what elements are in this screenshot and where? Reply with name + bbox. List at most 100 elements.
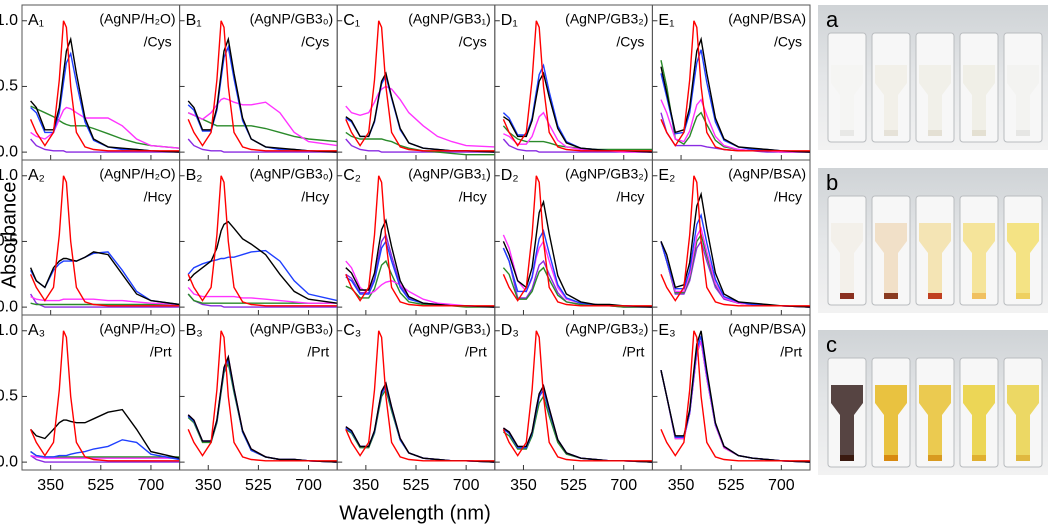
spectrum-line (29, 175, 180, 307)
cuvette-bottom (1016, 293, 1030, 299)
x-tick-label: 525 (560, 477, 587, 494)
y-tick-label: 1.0 (0, 167, 18, 184)
photo: c (818, 330, 1048, 475)
panel-sample: (AgNP/GB3₀) (250, 321, 334, 337)
panel-label: D₃ (501, 322, 519, 339)
spectrum-line (502, 247, 653, 308)
cuvette-liquid (919, 65, 951, 136)
panel: 350 525 700 D₃ (AgNP/GB3₂) /Prt (494, 314, 653, 494)
panel-frame (179, 159, 338, 316)
panel-analyte: /Prt (150, 344, 172, 360)
spectrum-line (503, 388, 653, 463)
panel-label: A₁ (28, 12, 44, 29)
cuvette-liquid (875, 65, 907, 136)
spectrum-line (502, 175, 653, 307)
panel-label: A₃ (28, 322, 45, 339)
cuvette-liquid (1007, 385, 1039, 461)
spectrum-line (187, 20, 338, 152)
y-tick-label: 0.0 (0, 298, 18, 315)
panel-sample: (AgNP/H₂O) (99, 11, 175, 27)
panel: 350 525 700 E₃ (AgNP/BSA) /Prt (651, 314, 811, 494)
panel-label: D₂ (501, 167, 519, 184)
panel-sample: (AgNP/GB3₁) (408, 166, 491, 182)
x-tick-label: 525 (87, 477, 114, 494)
cuvette-bottom (884, 455, 898, 461)
cuvette-liquid (875, 223, 907, 299)
y-tick-label: 1.0 (0, 322, 18, 339)
spectrum-line (30, 455, 180, 463)
panel-label: D₁ (501, 12, 518, 29)
x-tick-label: 525 (718, 477, 745, 494)
photo-label: b (826, 170, 838, 195)
spectrum-line (187, 354, 338, 463)
spectrum-line (502, 20, 653, 152)
spectrum-line (345, 85, 495, 148)
spectrum-line (30, 302, 180, 306)
x-tick-label: 350 (510, 477, 537, 494)
y-tick-label: 1.0 (0, 12, 18, 29)
spectrum-line (345, 388, 495, 463)
spectrum-line (30, 138, 180, 153)
panel-sample: (AgNP/GB3₂) (565, 321, 648, 337)
spectrum-line (187, 361, 338, 463)
panel-frame (651, 4, 811, 161)
cuvette-liquid (919, 385, 951, 461)
panel-analyte: /Cys (774, 34, 802, 50)
panel-analyte: /Hcy (774, 189, 802, 205)
photo: a (818, 5, 1048, 150)
panel: 0.0 0.5 1.0 A₁ (AgNP/H₂O) /Cys (0, 4, 181, 161)
spectrum-line (187, 97, 338, 147)
spectrum-line (660, 233, 811, 308)
spectrum-line (503, 383, 653, 463)
spectrum-line (502, 138, 653, 153)
panel-sample: (AgNP/GB3₁) (408, 321, 491, 337)
spectrum-line (345, 175, 495, 307)
photo-label: c (826, 332, 837, 357)
spectrum-line (345, 260, 495, 308)
panel-label: B₃ (186, 322, 203, 339)
x-tick-label: 700 (138, 477, 165, 494)
spectrum-line (187, 286, 338, 304)
spectrum-line (660, 20, 810, 152)
panel: E₂ (AgNP/BSA) /Hcy (651, 159, 811, 316)
cuvette-bottom (1016, 130, 1030, 136)
spectrum-line (187, 330, 338, 462)
spectrum-line (345, 381, 495, 463)
cuvette-liquid (963, 223, 995, 299)
panel-sample: (AgNP/BSA) (728, 166, 806, 182)
spectrum-line (29, 20, 180, 152)
cuvette-bottom (928, 293, 942, 299)
spectrum-line (30, 51, 180, 153)
cuvette-liquid (831, 65, 863, 136)
panel-analyte: /Prt (780, 344, 802, 360)
cuvette-bottom (972, 130, 986, 136)
spectrum-line (345, 383, 495, 463)
photo: b (818, 168, 1048, 313)
panel-analyte: /Cys (616, 34, 644, 50)
panel-sample: (AgNP/H₂O) (99, 166, 175, 182)
spectrum-line (660, 36, 811, 153)
panel-sample: (AgNP/GB3₀) (250, 166, 334, 182)
spectrum-line (30, 295, 180, 306)
panel: D₁ (AgNP/GB3₂) /Cys (494, 4, 653, 161)
spectrum-line (30, 293, 180, 308)
panel-label: B₁ (186, 12, 202, 29)
spectrum-line (187, 112, 338, 143)
cuvette-bottom (972, 455, 986, 461)
panel: 0.0 0.5 1.0 A₂ (AgNP/H₂O) /Hcy (0, 159, 181, 316)
cuvette-liquid (919, 223, 951, 299)
panel-frame (21, 159, 181, 316)
spectrum-line (345, 330, 495, 462)
panel-sample: (AgNP/H₂O) (99, 321, 175, 337)
panel-frame (179, 314, 338, 471)
spectrum-line (30, 439, 180, 461)
x-tick-label: 700 (610, 477, 637, 494)
panel-label: C₃ (343, 322, 361, 339)
spectrum-line (503, 71, 653, 153)
panel-analyte: /Hcy (144, 189, 172, 205)
x-tick-label: 525 (403, 477, 430, 494)
cuvette-bottom (928, 455, 942, 461)
x-tick-label: 350 (353, 477, 380, 494)
x-tick-label: 700 (768, 477, 795, 494)
